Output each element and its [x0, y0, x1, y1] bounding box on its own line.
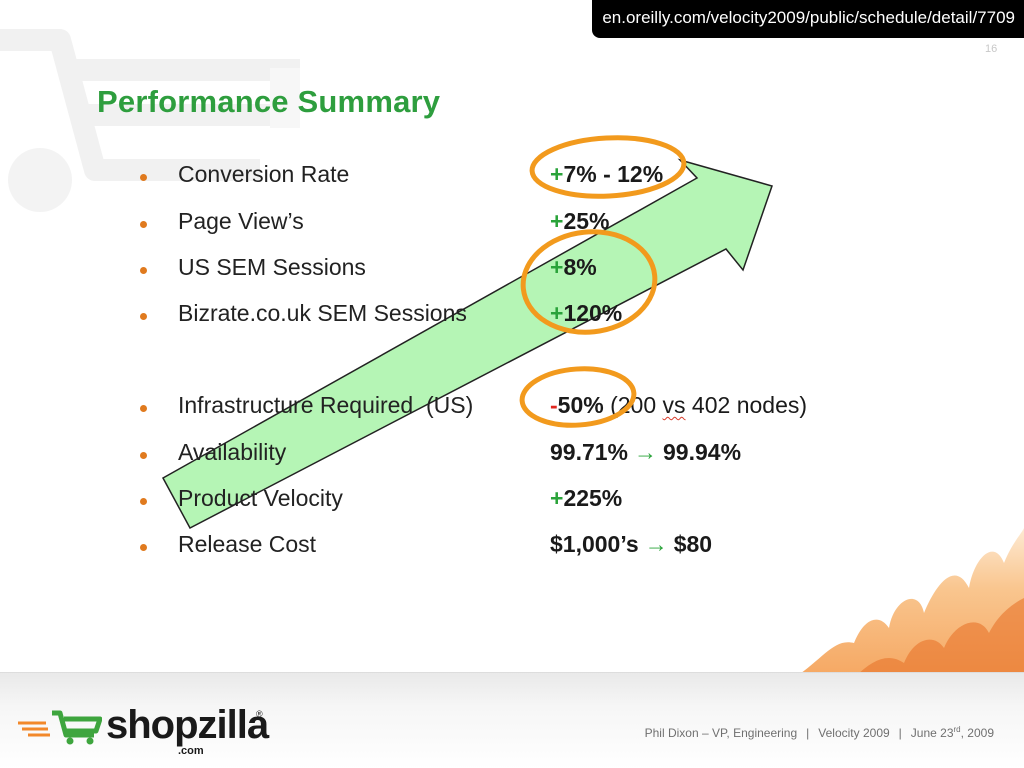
background-cart-watermark — [0, 29, 300, 212]
logo-registered: ® — [256, 709, 263, 719]
shopzilla-logo[interactable]: shopzilla ® .com — [18, 703, 278, 763]
metric-number: 8% — [563, 254, 597, 280]
right-arrow-icon: → — [634, 439, 658, 465]
bullet-dot — [140, 452, 147, 459]
note-close: 402 nodes) — [685, 392, 808, 418]
list-item: Conversion Rate +7% - 12% — [0, 161, 900, 204]
plus-sign: + — [550, 254, 564, 280]
metric-label: Release Cost — [178, 531, 317, 557]
event-name: Velocity 2009 — [818, 726, 890, 740]
list-item: US SEM Sessions +8% — [0, 254, 900, 297]
metric-to: 99.94% — [663, 439, 742, 465]
list-item: Availability 99.71% → 99.94% — [0, 439, 900, 482]
right-arrow-icon: → — [644, 531, 668, 557]
plus-sign: + — [550, 485, 564, 511]
metric-number: 25% — [563, 208, 610, 234]
logo-dotcom: .com — [178, 745, 204, 757]
bullet-dot — [140, 405, 147, 412]
list-item: Infrastructure Required (US) -50% (200 v… — [0, 392, 900, 435]
metric-label: Bizrate.co.uk SEM Sessions — [178, 300, 467, 326]
metric-value: 99.71% → 99.94% — [550, 439, 741, 466]
slide-title: Performance Summary — [97, 84, 441, 119]
date-year: , 2009 — [960, 726, 994, 740]
plus-sign: + — [550, 300, 564, 326]
date-suffix: rd — [953, 725, 961, 734]
metric-value: +25% — [550, 208, 609, 235]
metric-label: Availability — [178, 439, 287, 465]
url-badge[interactable]: en.oreilly.com/velocity2009/public/sched… — [592, 0, 1024, 38]
note-vs: vs — [662, 392, 686, 418]
metric-to: $80 — [673, 531, 713, 557]
metric-number: 225% — [563, 485, 623, 511]
logo-wordmark: shopzilla — [106, 703, 269, 747]
list-item: Release Cost $1,000’s → $80 — [0, 531, 900, 574]
metric-label: Page View’s — [178, 208, 304, 234]
metric-number: 120% — [563, 300, 623, 326]
date: June 23rd, 2009 — [910, 725, 994, 740]
metric-value: -50% (200 vs 402 nodes) — [550, 392, 807, 419]
metric-value: $1,000’s → $80 — [550, 531, 712, 558]
metric-label: US SEM Sessions — [178, 254, 366, 280]
list-item: Product Velocity +225% — [0, 485, 900, 528]
metric-value: +225% — [550, 485, 622, 512]
list-item: Bizrate.co.uk SEM Sessions +120% — [0, 300, 900, 343]
separator: | — [806, 726, 810, 740]
cart-logo-icon — [18, 710, 102, 745]
bullet-dot — [140, 544, 147, 551]
metric-from: 99.71% — [550, 439, 629, 465]
minus-sign: - — [550, 392, 558, 418]
plus-sign: + — [550, 161, 564, 187]
footer: shopzilla ® .com Phil Dixon – VP, Engine… — [0, 672, 1024, 768]
slide-number: 16 — [985, 43, 998, 55]
metric-value: +7% - 12% — [550, 161, 663, 188]
metric-value: +8% — [550, 254, 597, 281]
bullet-dot — [140, 174, 147, 181]
metric-label: Infrastructure Required (US) — [178, 392, 474, 418]
list-item: Page View’s +25% — [0, 208, 900, 251]
metric-number: 50% — [557, 392, 604, 418]
bullet-dot — [140, 221, 147, 228]
metric-note: (200 vs 402 nodes) — [604, 392, 807, 418]
date-day: June 23 — [910, 726, 954, 740]
bullet-dot — [140, 267, 147, 274]
metric-number: 7% - 12% — [563, 161, 664, 187]
footer-credits: Phil Dixon – VP, Engineering | Velocity 20… — [645, 725, 994, 740]
note-open: (200 — [610, 392, 663, 418]
presenter: Phil Dixon – VP, Engineering — [644, 726, 798, 740]
metric-from: $1,000’s — [550, 531, 639, 557]
bullet-dot — [140, 313, 147, 320]
fire-decoration — [794, 528, 1024, 678]
metric-label: Product Velocity — [178, 485, 343, 511]
metric-value: +120% — [550, 300, 622, 327]
separator: | — [898, 726, 902, 740]
bullet-dot — [140, 498, 147, 505]
metric-label: Conversion Rate — [178, 161, 350, 187]
plus-sign: + — [550, 208, 564, 234]
